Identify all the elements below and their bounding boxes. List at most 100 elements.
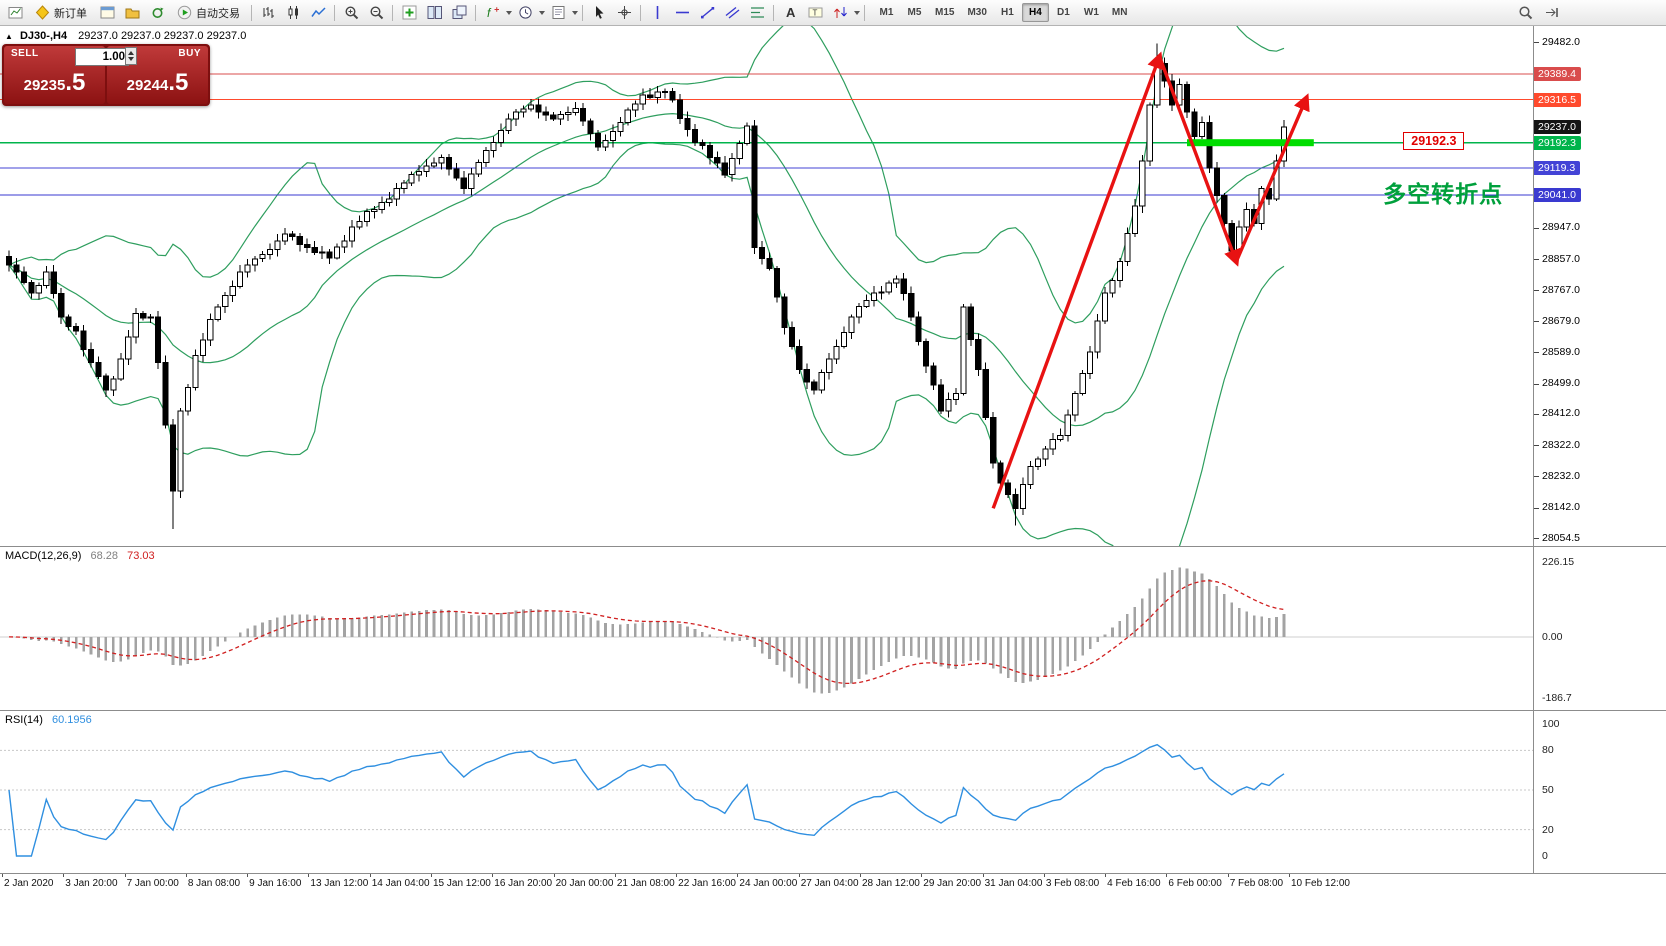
channel-icon[interactable] xyxy=(720,2,744,24)
macd-panel[interactable]: MACD(12,26,9) 68.28 73.03 xyxy=(0,546,1533,710)
text-icon[interactable]: A xyxy=(778,2,802,24)
sell-price: 29235.5 xyxy=(23,69,86,96)
timeframe-m5[interactable]: M5 xyxy=(907,7,922,18)
timeframe-mn[interactable]: MN xyxy=(1111,7,1128,18)
volume-down-icon[interactable] xyxy=(128,57,134,61)
cursor-icon[interactable] xyxy=(587,2,611,24)
trend-line-icon[interactable] xyxy=(695,2,719,24)
timeframe-m15[interactable]: M15 xyxy=(935,7,955,18)
panel-separator[interactable] xyxy=(0,710,1666,711)
time-tick xyxy=(676,873,678,877)
volume-input[interactable] xyxy=(75,48,129,66)
app-chart-icon[interactable] xyxy=(3,2,27,24)
time-label: 6 Feb 00:00 xyxy=(1168,878,1222,889)
panel-separator[interactable] xyxy=(0,546,1666,547)
crosshair-icon[interactable] xyxy=(612,2,636,24)
rsi-panel[interactable]: RSI(14) 60.1956 xyxy=(0,710,1533,872)
collapse-icon[interactable]: ▲ xyxy=(5,32,13,41)
new-order-label: 新订单 xyxy=(54,7,87,20)
time-label: 13 Jan 12:00 xyxy=(310,878,369,889)
timeframe-m1[interactable]: M1 xyxy=(879,7,894,18)
autotrading-button[interactable]: 自动交易 xyxy=(170,2,247,24)
toolbar-separator xyxy=(864,4,865,21)
macd-svg[interactable] xyxy=(0,546,1533,710)
time-tick xyxy=(2,873,3,877)
horizontal-line-icon[interactable] xyxy=(670,2,694,24)
arrows-dropdown[interactable] xyxy=(828,2,860,24)
fibonacci-icon[interactable] xyxy=(745,2,769,24)
price-tick-label: 28857.0 xyxy=(1542,252,1580,265)
price-tick-label: 28589.0 xyxy=(1542,345,1580,358)
rsi-svg[interactable] xyxy=(0,710,1533,872)
panel-separator xyxy=(0,873,1666,874)
time-axis[interactable]: 2 Jan 2020 3 Jan 20:00 7 Jan 00:00 8 Jan 08… xyxy=(0,873,1666,893)
toolbar-separator xyxy=(334,4,335,21)
toolbar-separator xyxy=(392,4,393,21)
time-label: 29 Jan 20:00 xyxy=(923,878,982,889)
cascade-windows-icon[interactable] xyxy=(447,2,471,24)
templates-dropdown[interactable] xyxy=(546,2,578,24)
volume-spinner[interactable] xyxy=(125,47,137,65)
svg-text:A: A xyxy=(786,5,796,20)
toolbar-separator xyxy=(251,4,252,21)
zoom-in-icon[interactable] xyxy=(339,2,363,24)
price-tick xyxy=(1534,352,1539,354)
text-label-icon[interactable]: T xyxy=(803,2,827,24)
timeframe-m30[interactable]: M30 xyxy=(967,7,987,18)
price-tick-label: 28412.0 xyxy=(1542,407,1580,420)
price-tick xyxy=(1534,507,1539,509)
price-badge: 29389.4 xyxy=(1534,67,1581,82)
docking-icon[interactable] xyxy=(1539,2,1563,24)
main-chart-svg[interactable] xyxy=(0,26,1533,546)
time-tick xyxy=(492,873,494,877)
vertical-line-icon[interactable] xyxy=(645,2,669,24)
insert-indicator-dropdown[interactable]: f xyxy=(480,2,512,24)
timeframe-w1[interactable]: W1 xyxy=(1083,7,1099,18)
periods-dropdown[interactable] xyxy=(513,2,545,24)
svg-text:T: T xyxy=(812,9,817,18)
chevron-down-icon xyxy=(539,10,545,15)
price-tick xyxy=(1534,383,1539,385)
price-tick-label: 28679.0 xyxy=(1542,314,1580,327)
time-label: 28 Jan 12:00 xyxy=(862,878,920,889)
timeframe-h1[interactable]: H1 xyxy=(1001,7,1014,18)
volume-stepper xyxy=(75,47,137,66)
new-order-button[interactable]: 新订单 xyxy=(28,2,94,24)
periods-icon[interactable] xyxy=(513,2,537,24)
main-chart-panel[interactable]: ▲ DJ30-,H4 29237.0 29237.0 29237.0 29237… xyxy=(0,26,1533,546)
price-tick-label: 28232.0 xyxy=(1542,469,1580,482)
time-tick xyxy=(185,873,187,877)
rsi-header: RSI(14) 60.1956 xyxy=(5,714,92,726)
bar-chart-icon[interactable] xyxy=(256,2,280,24)
volume-up-icon[interactable] xyxy=(128,51,134,55)
buy-label: BUY xyxy=(178,48,201,59)
candlestick-chart-icon[interactable] xyxy=(281,2,305,24)
toolbar-separator xyxy=(475,4,476,21)
time-label: 8 Jan 08:00 xyxy=(187,878,241,889)
insert-indicator-icon[interactable]: f xyxy=(480,2,504,24)
timeframe-h4[interactable]: H4 xyxy=(1021,3,1049,22)
timeframe-d1[interactable]: D1 xyxy=(1057,7,1070,18)
arrows-icon[interactable] xyxy=(828,2,852,24)
price-tick xyxy=(1534,538,1539,539)
toolbar-separator xyxy=(773,4,774,21)
zoom-out-icon[interactable] xyxy=(364,2,388,24)
time-tick xyxy=(63,873,65,877)
templates-icon[interactable] xyxy=(546,2,570,24)
refresh-icon[interactable] xyxy=(145,2,169,24)
price-axis[interactable]: 29482.0 28947.0 28857.0 28767.0 28679.0 28589… xyxy=(1533,26,1666,892)
line-chart-icon[interactable] xyxy=(306,2,330,24)
price-badge: 29192.3 xyxy=(1534,135,1581,150)
price-level-flag[interactable]: 29192.3 xyxy=(1403,131,1465,150)
time-tick xyxy=(1105,873,1107,877)
time-tick xyxy=(1166,873,1168,877)
price-tick-label: 28947.0 xyxy=(1542,221,1580,234)
price-tick xyxy=(1534,227,1539,229)
charts-window-icon[interactable] xyxy=(95,2,119,24)
search-icon[interactable] xyxy=(1513,2,1537,24)
turning-point-note[interactable]: 多空转折点 xyxy=(1383,181,1504,208)
tile-windows-icon[interactable] xyxy=(422,2,446,24)
indicators-icon[interactable] xyxy=(397,2,421,24)
price-tick-label: 29482.0 xyxy=(1542,35,1580,48)
profiles-icon[interactable] xyxy=(120,2,144,24)
